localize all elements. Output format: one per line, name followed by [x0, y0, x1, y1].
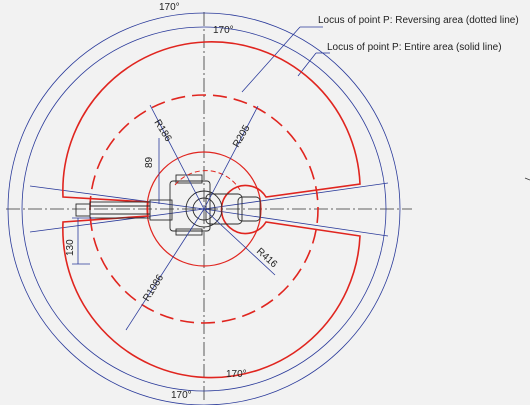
robot-joint-1: [185, 190, 223, 228]
robot-body-link: [149, 199, 173, 221]
inner-reach-circle: [146, 151, 262, 267]
outer-limit-circle: [7, 12, 401, 405]
r205-leader: [203, 105, 259, 210]
radius-r1086-label: R1086: [141, 272, 166, 303]
robot-base-top: [175, 174, 203, 184]
sector-boundary-upper-left: [29, 185, 205, 210]
radius-r186-label: R186: [151, 118, 173, 144]
robot-base-bottom: [175, 228, 203, 236]
sector-boundary-lower-right: [203, 208, 389, 237]
legend-leader-dotted-diagonal: [241, 26, 301, 93]
legend-dotted-label: Locus of point P: Reversing area (dotted…: [318, 15, 519, 26]
r1086-leader: [125, 208, 205, 331]
r416-leader: [203, 208, 276, 276]
robot-cable-duct: [89, 201, 151, 219]
robot-connector: [75, 203, 91, 217]
angle-bottom-outer: 170°: [171, 390, 192, 401]
r186-leader: [149, 104, 205, 210]
angle-bottom-inner: 170°: [226, 369, 247, 380]
angle-top-outer: 170°: [159, 2, 180, 13]
sector-boundary-lower-left: [29, 208, 205, 233]
robot-joint-1-inner: [192, 197, 216, 221]
inner-limit-circle: [21, 26, 387, 392]
robot-arm-2: [205, 193, 243, 225]
dim-130-label: 130: [65, 239, 76, 256]
angle-top-inner: 170°: [213, 25, 234, 36]
right-tick-mark: [524, 177, 530, 181]
dim-89-label: 89: [144, 156, 155, 168]
reversing-inner-arc: [174, 170, 241, 191]
robot-end-effector: [237, 196, 261, 222]
legend-solid-label: Locus of point P: Entire area (solid lin…: [327, 42, 502, 53]
radius-r205-label: R205: [231, 123, 253, 150]
sector-boundary-upper-right: [203, 182, 389, 210]
